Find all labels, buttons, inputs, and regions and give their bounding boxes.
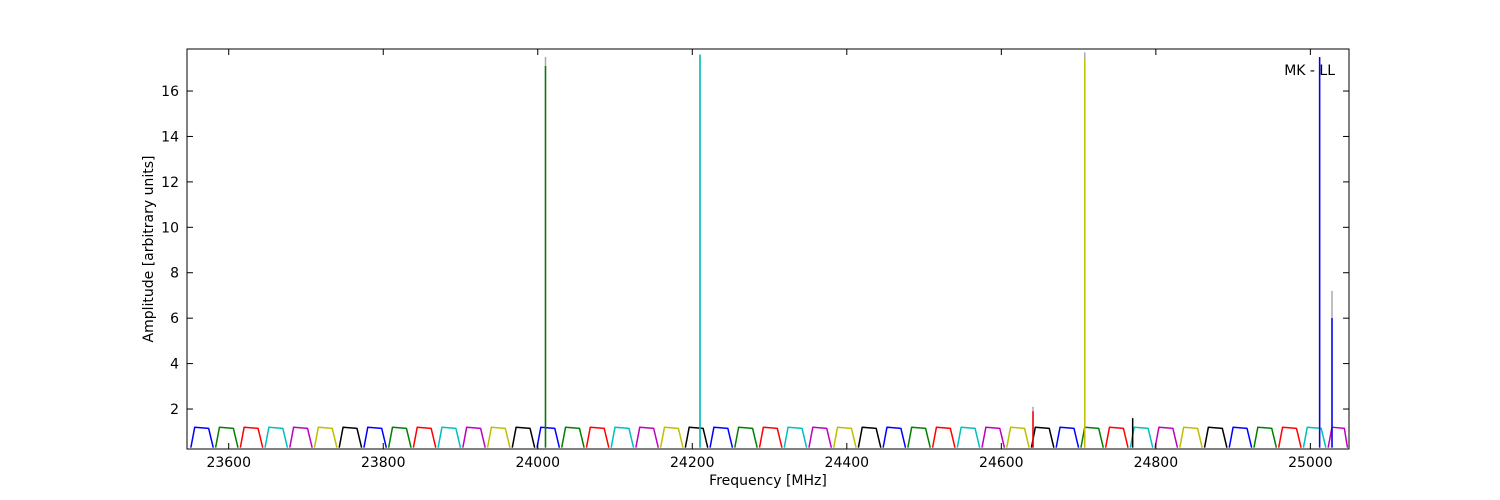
y-tick-label: 16 (161, 84, 179, 100)
y-tick-label: 8 (170, 266, 179, 282)
x-tick-label: 24000 (515, 455, 560, 471)
x-tick-label: 24600 (979, 455, 1024, 471)
series-line (264, 426, 1327, 448)
plot-area (190, 52, 1349, 448)
x-tick-label: 25000 (1288, 455, 1333, 471)
annotation: MK - LL (1284, 63, 1335, 79)
y-tick-label: 6 (170, 311, 179, 327)
x-axis-label: Frequency [MHz] (709, 473, 827, 489)
series-line (313, 426, 1203, 448)
x-tick-label: 24800 (1134, 455, 1179, 471)
series-line (338, 426, 1228, 448)
series-line (289, 426, 1349, 448)
series-line (214, 426, 1278, 448)
y-tick-label: 10 (161, 220, 179, 236)
axes: 23600 23800 24000 24200 24400 24600 24800 25000… (161, 49, 1349, 471)
y-tick-label: 2 (170, 402, 179, 418)
y-tick-label: 12 (161, 175, 179, 191)
x-tick-label: 24400 (825, 455, 870, 471)
x-tick-label: 23800 (361, 455, 406, 471)
x-tick-label: 23600 (206, 455, 251, 471)
y-axis-label: Amplitude [arbitrary units] (141, 156, 157, 343)
axes-frame (186, 48, 1350, 450)
x-tick-label: 24200 (670, 455, 715, 471)
series-line (1318, 56, 1333, 448)
y-tick-label: 4 (170, 357, 179, 373)
series-line (239, 426, 1302, 448)
series-line (190, 426, 1253, 448)
y-tick-label: 14 (161, 129, 179, 145)
